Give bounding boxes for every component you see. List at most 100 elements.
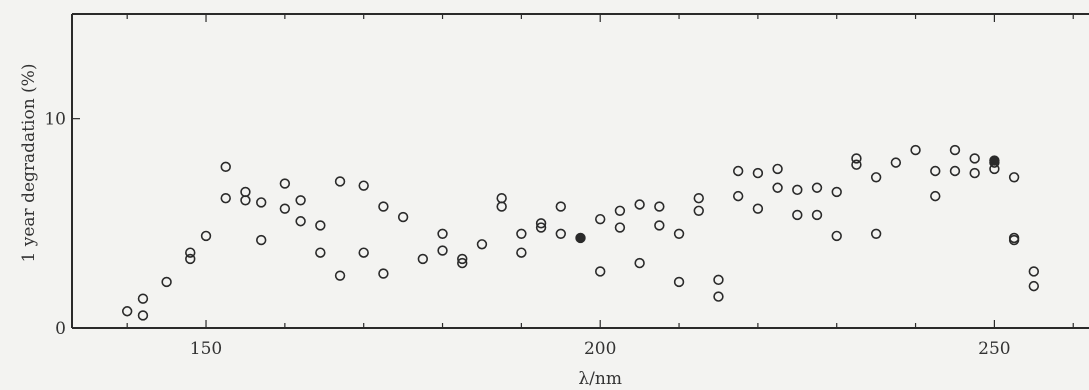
x-tick-label: 250 bbox=[978, 339, 1010, 359]
data-point bbox=[792, 209, 803, 221]
data-point bbox=[930, 190, 941, 202]
data-point bbox=[496, 201, 507, 212]
data-point bbox=[378, 268, 389, 279]
data-point bbox=[634, 257, 645, 269]
data-point bbox=[161, 276, 172, 288]
data-point bbox=[831, 186, 842, 198]
data-point bbox=[358, 247, 369, 258]
data-point bbox=[673, 276, 685, 288]
data-point bbox=[831, 230, 842, 242]
data-point bbox=[693, 205, 704, 216]
data-point bbox=[279, 203, 291, 214]
data-point bbox=[851, 159, 862, 170]
x-tick-label: 200 bbox=[584, 339, 616, 359]
data-point bbox=[713, 291, 724, 302]
data-point bbox=[930, 165, 941, 177]
y-axis-ticks bbox=[72, 118, 80, 329]
data-point bbox=[457, 253, 468, 265]
data-point bbox=[516, 228, 527, 240]
data-point bbox=[496, 193, 507, 204]
data-point bbox=[256, 197, 267, 208]
data-point bbox=[437, 245, 448, 256]
data-point bbox=[732, 190, 744, 202]
data-point bbox=[535, 222, 547, 233]
plot-frame bbox=[71, 13, 1089, 329]
filled-data-point bbox=[575, 232, 586, 244]
data-point bbox=[910, 144, 921, 156]
data-point bbox=[358, 180, 369, 191]
data-point bbox=[334, 176, 346, 187]
data-point bbox=[851, 153, 862, 164]
data-point bbox=[870, 228, 882, 240]
data-point bbox=[811, 209, 823, 221]
data-point bbox=[295, 216, 306, 227]
data-point bbox=[1028, 266, 1040, 277]
data-point bbox=[772, 163, 783, 175]
data-point bbox=[969, 153, 980, 164]
data-point bbox=[555, 201, 566, 212]
data-point bbox=[185, 253, 196, 265]
data-point bbox=[595, 266, 606, 277]
data-point bbox=[654, 201, 665, 212]
data-point bbox=[949, 165, 961, 177]
data-point bbox=[989, 163, 1000, 175]
data-point bbox=[256, 234, 267, 246]
data-point bbox=[315, 220, 326, 231]
data-point bbox=[121, 306, 133, 317]
data-point bbox=[334, 270, 346, 281]
data-point bbox=[220, 161, 231, 173]
data-point bbox=[137, 310, 149, 321]
data-point bbox=[792, 184, 803, 196]
data-points bbox=[121, 144, 1040, 321]
data-point bbox=[417, 253, 429, 265]
data-point bbox=[732, 165, 744, 177]
data-point bbox=[969, 167, 980, 179]
data-point bbox=[185, 247, 196, 258]
data-point bbox=[752, 167, 764, 179]
filled-data-point bbox=[989, 155, 1000, 166]
y-tick-label: 0 bbox=[55, 319, 66, 339]
data-point bbox=[752, 203, 764, 214]
data-point bbox=[137, 293, 149, 304]
data-point bbox=[673, 228, 685, 240]
data-point bbox=[279, 178, 291, 189]
data-point bbox=[240, 186, 251, 198]
x-tick-label: 150 bbox=[190, 339, 222, 359]
data-point bbox=[516, 247, 527, 258]
y-axis-label: 1 year degradation (%) bbox=[19, 64, 39, 263]
data-point bbox=[634, 199, 645, 210]
data-point bbox=[614, 222, 626, 233]
data-point bbox=[595, 213, 606, 225]
data-point bbox=[693, 193, 704, 204]
data-point bbox=[437, 228, 448, 240]
data-point bbox=[772, 182, 783, 193]
y-tick-label: 10 bbox=[44, 110, 66, 130]
data-point bbox=[713, 274, 724, 286]
x-axis-ticks bbox=[126, 320, 1074, 328]
data-point bbox=[890, 157, 902, 168]
data-point bbox=[555, 228, 566, 240]
data-point bbox=[295, 195, 306, 206]
data-point bbox=[1028, 280, 1040, 292]
data-point bbox=[240, 195, 251, 206]
top-axis-ticks bbox=[126, 14, 1074, 22]
data-point bbox=[535, 218, 547, 229]
data-point bbox=[614, 205, 626, 216]
data-point bbox=[457, 257, 468, 269]
data-point bbox=[654, 220, 665, 231]
data-point bbox=[220, 193, 231, 204]
data-point bbox=[315, 247, 326, 258]
data-point bbox=[870, 172, 882, 183]
data-point bbox=[949, 144, 961, 156]
y-tick-labels: 0 10 bbox=[44, 110, 66, 339]
x-axis-label: λ/nm bbox=[578, 369, 622, 389]
data-point bbox=[476, 239, 488, 250]
data-point bbox=[200, 230, 212, 242]
data-point bbox=[1008, 172, 1020, 183]
data-point bbox=[1008, 234, 1020, 246]
x-tick-labels: 150 200 250 bbox=[190, 339, 1011, 359]
data-point bbox=[811, 182, 823, 193]
data-point bbox=[378, 201, 389, 212]
data-point bbox=[397, 211, 409, 223]
